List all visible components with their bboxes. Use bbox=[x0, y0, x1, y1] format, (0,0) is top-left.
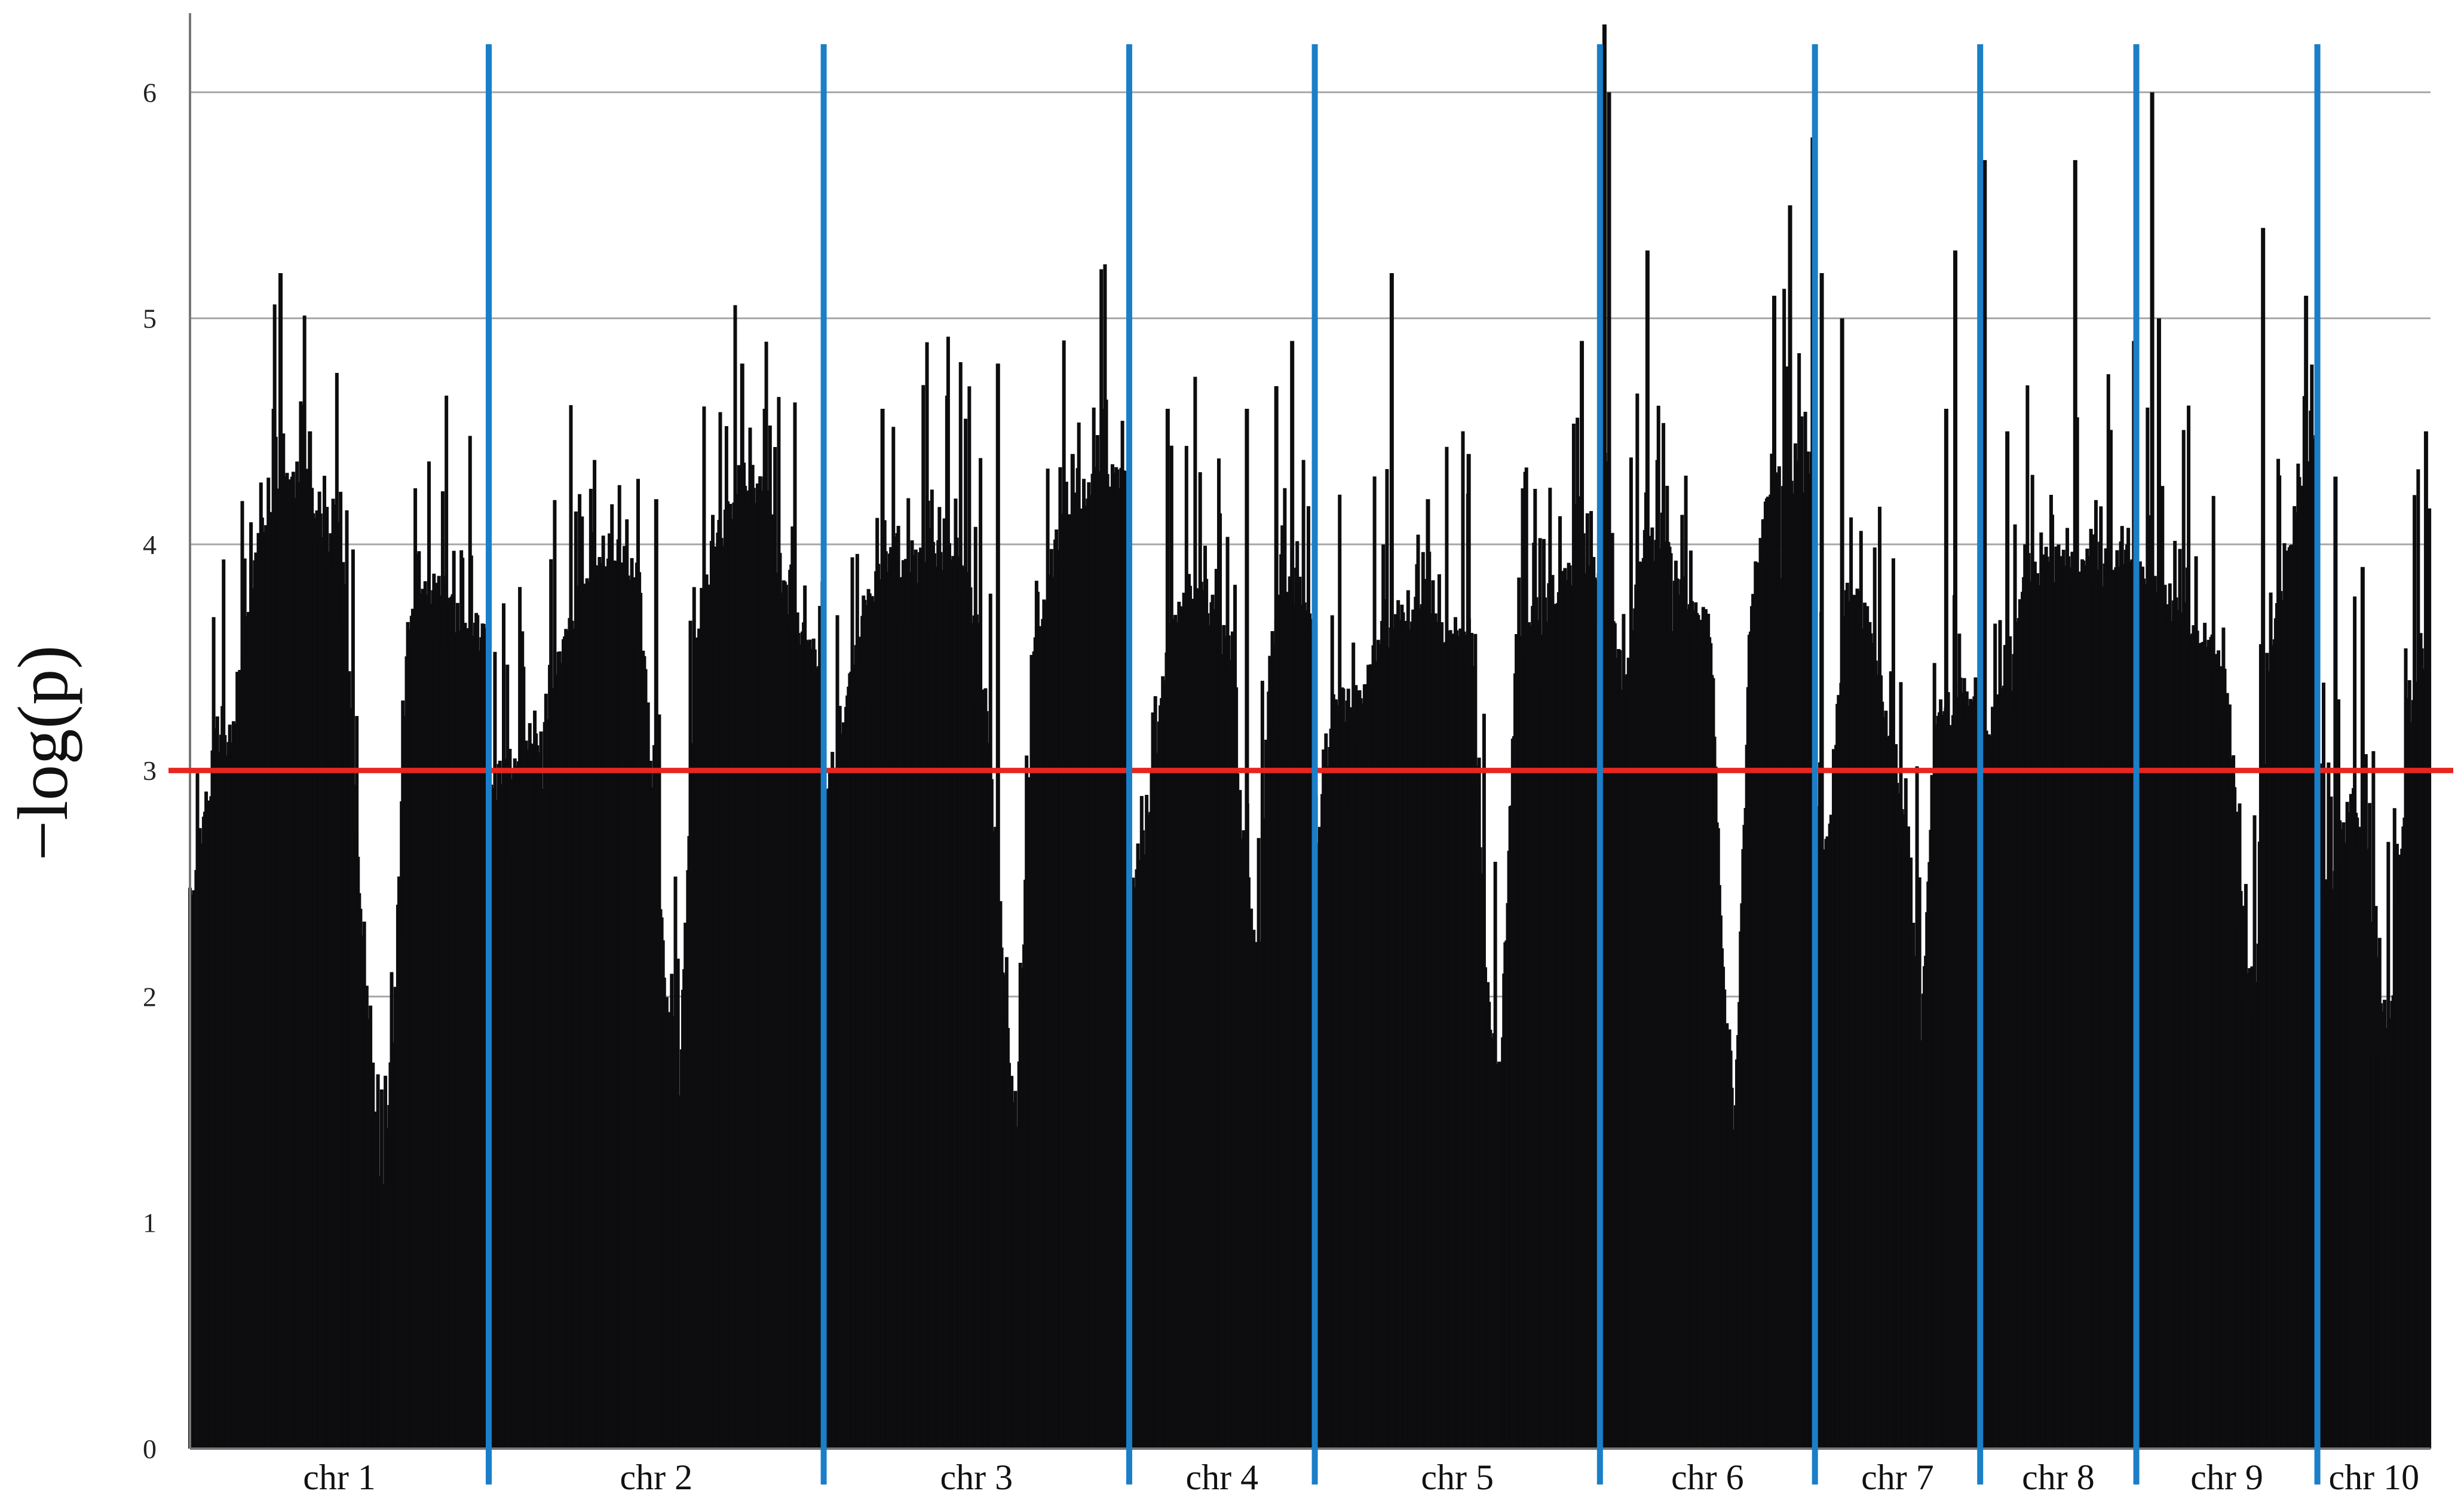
chromosome-separators bbox=[486, 44, 2321, 1484]
y-tick-label: 5 bbox=[143, 304, 157, 334]
x-tick-label: chr 4 bbox=[1185, 1458, 1258, 1497]
chromosome-bars bbox=[822, 264, 1131, 1449]
x-tick-label: chr 7 bbox=[1861, 1458, 1934, 1497]
chromosome-bars bbox=[1313, 273, 1602, 1449]
y-axis-label: −log(p) bbox=[3, 645, 82, 861]
x-tick-label: chr 2 bbox=[620, 1458, 692, 1497]
y-tick-label: 2 bbox=[143, 981, 157, 1012]
x-tick-label: chr 6 bbox=[1671, 1458, 1744, 1497]
labels: −log(p) chr 1 chr 2 chr 3 chr 4 chr 5 chr 6 ch… bbox=[3, 645, 2419, 1497]
x-tick-label: chr 10 bbox=[2328, 1458, 2419, 1497]
x-tick-label: chr 3 bbox=[940, 1458, 1013, 1497]
axes: 0 1 2 3 4 5 6 bbox=[143, 13, 2431, 1464]
chromosome-bars bbox=[188, 273, 491, 1449]
y-tick-label: 1 bbox=[143, 1208, 157, 1238]
bar-series bbox=[188, 24, 2432, 1449]
chromosome-bars bbox=[1598, 24, 1816, 1449]
y-tick-label: 3 bbox=[143, 755, 157, 786]
y-tick-label: 0 bbox=[143, 1434, 157, 1464]
x-tick-label: chr 1 bbox=[303, 1458, 376, 1497]
y-tick-label: 4 bbox=[143, 529, 157, 560]
y-tick-label: 6 bbox=[143, 77, 157, 108]
chromosome-bars bbox=[1978, 160, 2138, 1449]
x-tick-label: chr 8 bbox=[2022, 1458, 2095, 1497]
chromosome-bars bbox=[1813, 250, 1981, 1449]
x-tick-label: chr 5 bbox=[1421, 1458, 1494, 1497]
chromosome-bars bbox=[486, 305, 826, 1449]
x-tick-label: chr 9 bbox=[2190, 1458, 2263, 1497]
chromosome-bars bbox=[2315, 431, 2432, 1449]
chromosome-bars bbox=[1127, 341, 1317, 1449]
